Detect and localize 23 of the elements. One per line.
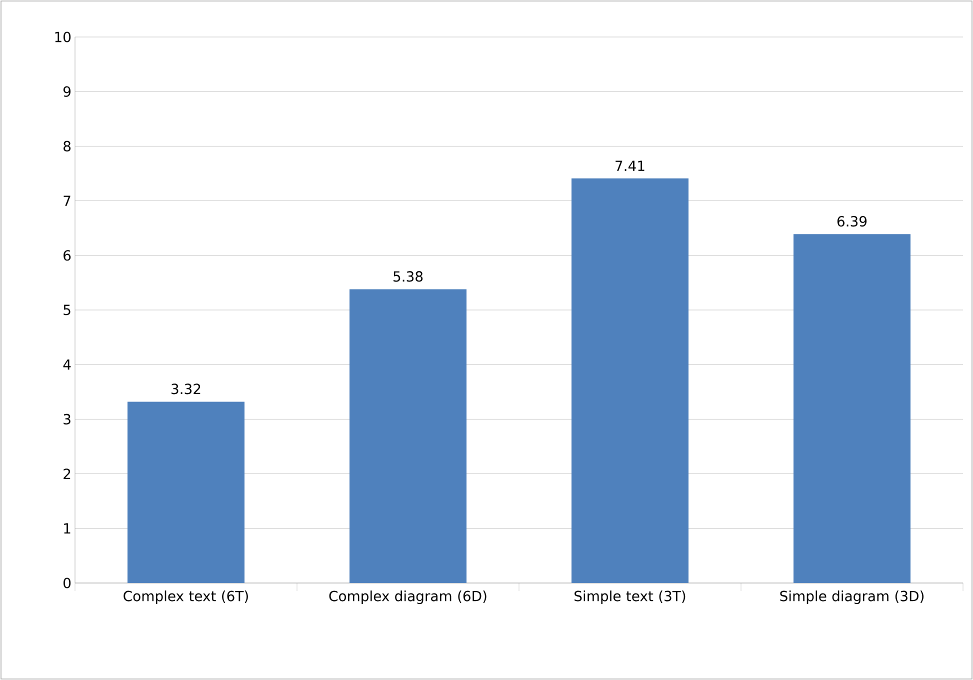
y-tick-label: 0 <box>64 578 71 588</box>
y-tick-label: 1 <box>64 523 70 534</box>
data-label: 5.38 <box>394 271 423 282</box>
y-tick-label: 6 <box>64 250 71 261</box>
data-label: 3.32 <box>172 384 200 394</box>
x-tick-label: Simple text (3T) <box>574 590 686 604</box>
y-tick-label: 7 <box>64 196 70 206</box>
bar <box>350 289 467 583</box>
bar <box>128 402 244 583</box>
data-label: 6.39 <box>837 216 867 227</box>
y-tick-label: 10 <box>55 32 71 42</box>
x-tick-label: Complex diagram (6D) <box>329 590 486 604</box>
y-tick-label: 9 <box>63 86 70 97</box>
y-tick-label: 8 <box>64 140 71 152</box>
y-tick-label: 2 <box>64 468 70 479</box>
y-tick-label: 3 <box>64 414 70 424</box>
x-tick-label: Complex text (6T) <box>124 590 248 604</box>
x-tick-label: Simple diagram (3D) <box>780 590 924 604</box>
y-tick-label: 4 <box>63 360 71 370</box>
data-label: 7.41 <box>616 160 644 171</box>
bar <box>794 234 911 583</box>
y-tick-label: 5 <box>64 304 70 316</box>
bar <box>572 178 689 583</box>
